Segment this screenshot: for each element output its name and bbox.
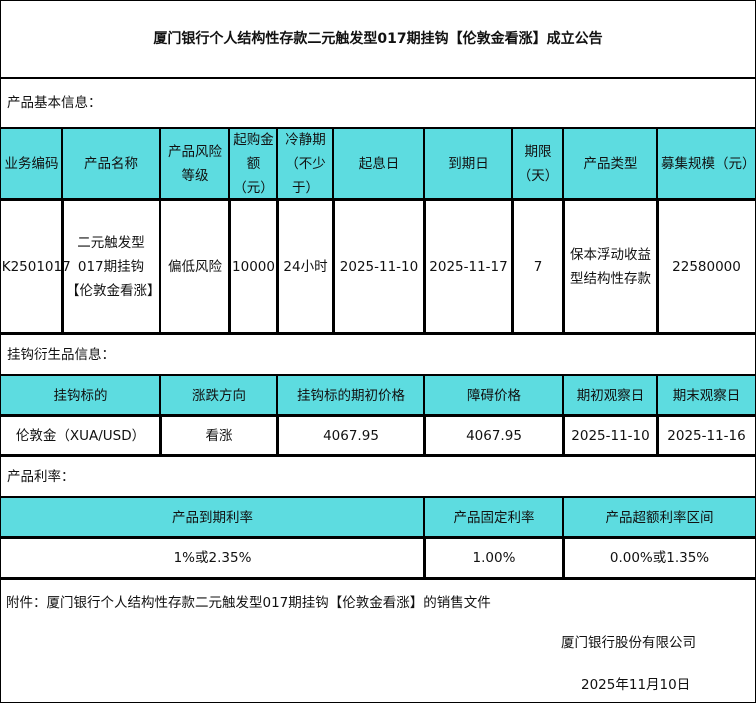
cell-maturity-rate: 1%或2.35% [0,536,426,580]
announcement-date: 2025年11月10日 [581,677,691,693]
cell-value-date: 2025-11-10 [332,198,426,335]
underlying-section-label: 挂钩衍生品信息： [0,332,756,377]
header-direction: 涨跌方向 [159,374,279,417]
cell-product-name: 二元触发型017期挂钩【伦敦金看涨】 [61,198,161,335]
cell-direction: 看涨 [159,414,279,457]
header-underlying: 挂钩标的 [0,374,162,417]
cell-maturity-date: 2025-11-17 [423,198,514,335]
basic-section-label: 产品基本信息： [0,77,756,129]
rates-section-label: 产品利率： [0,454,756,499]
cell-final-observation: 2025-11-16 [656,414,756,457]
header-maturity-date: 到期日 [423,127,514,201]
header-excess-rate-range: 产品超额利率区间 [562,496,756,539]
header-value-date: 起息日 [332,127,426,201]
header-maturity-rate: 产品到期利率 [0,496,426,539]
cell-initial-observation: 2025-11-10 [562,414,659,457]
page-title: 厦门银行个人结构性存款二元触发型017期挂钩【伦敦金看涨】成立公告 [0,0,756,79]
header-cooling-period: 冷静期（不少于） [276,127,335,201]
cell-raise-size: 22580000 [656,198,756,335]
attachment-link[interactable]: 附件：厦门银行个人结构性存款二元触发型017期挂钩【伦敦金看涨】的销售文件 [6,595,491,611]
cell-initial-price: 4067.95 [276,414,426,457]
header-raise-size: 募集规模（元） [656,127,756,201]
header-min-amount: 起购金额（元） [228,127,279,201]
header-fixed-rate: 产品固定利率 [423,496,565,539]
header-final-observation: 期末观察日 [656,374,756,417]
issuer-name: 厦门银行股份有限公司 [561,635,696,651]
header-initial-price: 挂钩标的期初价格 [276,374,426,417]
cell-min-amount: 10000 [228,198,279,335]
cell-excess-rate-range: 0.00%或1.35% [562,536,756,580]
header-business-code: 业务编码 [0,127,64,201]
header-term: 期限（天） [511,127,565,201]
cell-risk-level: 偏低风险 [159,198,231,335]
cell-fixed-rate: 1.00% [423,536,565,580]
cell-business-code: CK2501017 [0,198,71,335]
cell-barrier-price: 4067.95 [423,414,565,457]
header-barrier-price: 障碍价格 [423,374,565,417]
header-product-name: 产品名称 [61,127,161,201]
cell-cooling-period: 24小时 [276,198,335,335]
header-risk-level: 产品风险等级 [159,127,231,201]
cell-product-type: 保本浮动收益型结构性存款 [562,198,659,335]
header-product-type: 产品类型 [562,127,659,201]
header-initial-observation: 期初观察日 [562,374,659,417]
cell-term: 7 [511,198,565,335]
cell-underlying: 伦敦金（XUA/USD） [0,414,162,457]
